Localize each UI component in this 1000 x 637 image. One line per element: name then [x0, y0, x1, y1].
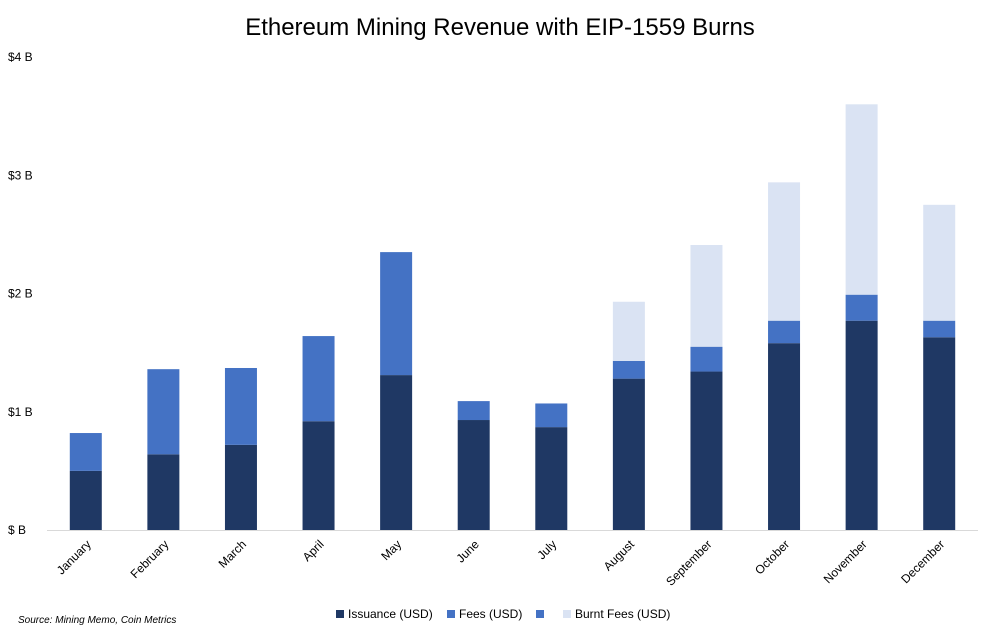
bar-segment	[380, 375, 413, 530]
x-tick-label: July	[534, 537, 559, 562]
bar-segment	[302, 336, 335, 422]
y-tick-label: $1 B	[8, 405, 33, 419]
x-tick-label: August	[601, 537, 638, 574]
bar-segment	[768, 320, 801, 344]
bar-segment	[923, 337, 956, 530]
x-tick-label: April	[300, 537, 327, 564]
bar-segment	[923, 320, 956, 338]
bar-segment	[224, 444, 257, 530]
bar-segment	[612, 360, 645, 379]
bar-segment	[302, 421, 335, 530]
bar-segment	[768, 343, 801, 530]
x-tick-label: December	[898, 537, 947, 586]
x-tick-label: October	[752, 537, 792, 577]
bar-segment	[690, 371, 723, 530]
x-tick-label: November	[821, 537, 870, 586]
legend: Issuance (USD) Fees (USD) Burnt Fees (USD)	[336, 607, 670, 621]
legend-label: Issuance (USD)	[348, 607, 433, 621]
legend-label: Burnt Fees (USD)	[575, 607, 670, 621]
bar-segment	[380, 252, 413, 376]
bar-segment	[147, 454, 180, 530]
bars	[69, 104, 956, 530]
x-tick-label: February	[128, 537, 172, 581]
y-tick-label: $ B	[8, 523, 26, 537]
x-tick-label: September	[663, 537, 714, 588]
x-tick-label: January	[54, 537, 94, 577]
bar-segment	[845, 294, 878, 321]
y-tick-label: $4 B	[8, 50, 33, 64]
bar-segment	[457, 401, 490, 421]
bar-segment	[923, 204, 956, 321]
bar-segment	[845, 104, 878, 295]
legend-swatch	[447, 610, 455, 618]
x-tick-label: May	[378, 537, 404, 563]
legend-swatch	[563, 610, 571, 618]
legend-swatch	[336, 610, 344, 618]
bar-segment	[612, 378, 645, 530]
bar-segment	[69, 433, 102, 471]
bar-segment	[69, 470, 102, 530]
bar-segment	[612, 301, 645, 361]
bar-segment	[768, 182, 801, 321]
bar-segment	[535, 427, 568, 530]
bar-segment	[457, 420, 490, 530]
bar-segment	[535, 403, 568, 428]
x-tick-label: March	[216, 537, 249, 570]
y-tick-label: $2 B	[8, 287, 33, 301]
chart-title: Ethereum Mining Revenue with EIP-1559 Bu…	[245, 14, 755, 41]
source-note: Source: Mining Memo, Coin Metrics	[18, 615, 176, 626]
bar-segment	[147, 369, 180, 455]
legend-swatch	[536, 610, 544, 618]
y-tick-label: $3 B	[8, 168, 33, 182]
x-tick-label: June	[454, 537, 483, 566]
x-axis: January February March April May June July Augu…	[54, 537, 948, 589]
bar-segment	[690, 346, 723, 372]
bar-segment	[690, 245, 723, 347]
legend-label: Fees (USD)	[459, 607, 522, 621]
bar-segment	[845, 320, 878, 530]
bar-segment	[224, 367, 257, 445]
y-axis: $ B $1 B $2 B $3 B $4 B	[8, 50, 33, 537]
